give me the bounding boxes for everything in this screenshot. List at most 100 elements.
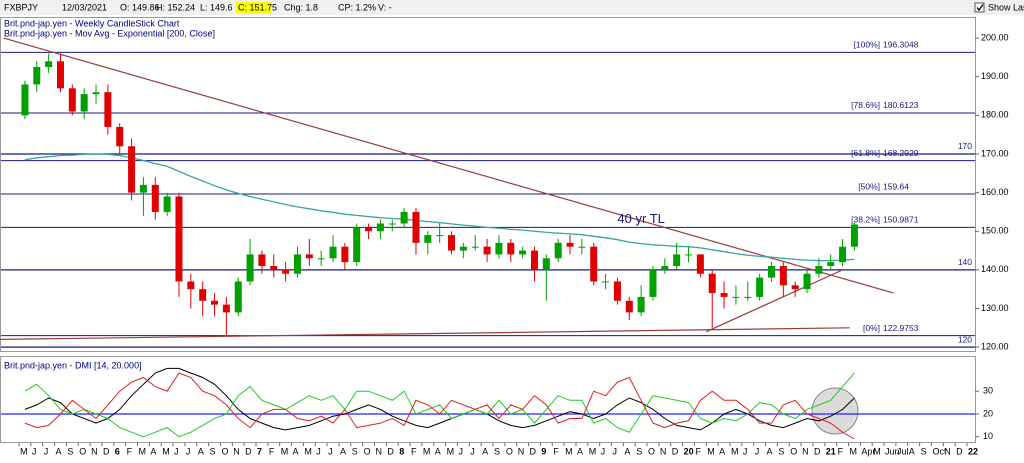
fib-value: 122.9753 bbox=[883, 323, 919, 333]
x-tick-label: M bbox=[162, 446, 170, 456]
x-tick-label: F bbox=[695, 446, 701, 456]
y-tick-label: 180.00 bbox=[981, 110, 1009, 120]
candle-body bbox=[400, 211, 408, 224]
x-tick-label: M bbox=[707, 446, 715, 456]
x-tick-label: D bbox=[245, 446, 252, 456]
candle-body bbox=[459, 246, 467, 251]
candle-body bbox=[234, 281, 242, 313]
candle-body bbox=[803, 273, 811, 290]
candle-body bbox=[554, 242, 562, 259]
fib-name: [50%] bbox=[858, 181, 880, 191]
candle-body bbox=[412, 211, 420, 243]
x-tick-label: O bbox=[364, 446, 371, 456]
candle-body bbox=[128, 146, 136, 193]
x-tick-label: Jul bbox=[897, 446, 909, 456]
x-tick-label: F bbox=[269, 446, 275, 456]
x-tick-label: O bbox=[648, 446, 655, 456]
x-tick-label: F bbox=[411, 446, 417, 456]
x-tick-label: M bbox=[873, 446, 881, 456]
h-line-label: 120 bbox=[958, 334, 972, 344]
y-tick-label: 140.00 bbox=[981, 264, 1009, 274]
x-tick-label: A bbox=[719, 446, 725, 456]
x-tick-label: J bbox=[328, 446, 333, 456]
candle-body bbox=[530, 250, 538, 270]
x-tick-label: 20 bbox=[684, 446, 694, 456]
x-tick-label: A bbox=[198, 446, 204, 456]
x-tick-label: A bbox=[150, 446, 156, 456]
ema-legend: Brit.pnd-jap.yen - Mov Avg - Exponential… bbox=[4, 28, 215, 38]
candle-body bbox=[732, 296, 740, 298]
candle-body bbox=[448, 235, 456, 251]
x-tick-label: M bbox=[850, 446, 858, 456]
h-line-label: 140 bbox=[958, 257, 972, 267]
x-tick-label: S bbox=[352, 446, 358, 456]
fib-value: 150.9871 bbox=[883, 215, 919, 225]
x-tick-label: M bbox=[281, 446, 289, 456]
candle-body bbox=[708, 273, 716, 294]
trendline bbox=[3, 37, 894, 294]
candle-body bbox=[578, 246, 586, 248]
fib-name: [78.6%] bbox=[851, 100, 880, 110]
x-tick-label: S bbox=[67, 446, 73, 456]
x-tick-label: S bbox=[494, 446, 500, 456]
show-last-checkbox[interactable] bbox=[974, 2, 985, 13]
x-tick-label: A bbox=[340, 446, 346, 456]
candle-body bbox=[163, 196, 171, 212]
x-tick-label: J bbox=[44, 446, 49, 456]
y-tick-label: 150.00 bbox=[981, 226, 1009, 236]
x-tick-label: J bbox=[458, 446, 463, 456]
checkmark bbox=[976, 4, 984, 12]
candle-body bbox=[436, 235, 444, 237]
candle-body bbox=[68, 88, 76, 112]
candle-body bbox=[779, 266, 787, 286]
candle-body bbox=[305, 254, 313, 259]
y-tick-label: 190.00 bbox=[981, 71, 1009, 81]
price-frame bbox=[0, 17, 976, 352]
candle-body bbox=[388, 223, 396, 225]
dmi-frame bbox=[0, 356, 976, 443]
candle-body bbox=[483, 246, 491, 255]
trendline bbox=[0, 327, 850, 341]
x-tick-label: J bbox=[470, 446, 475, 456]
x-tick-label: A bbox=[909, 446, 915, 456]
x-tick-label: Oct bbox=[932, 446, 947, 456]
candle-body bbox=[329, 246, 337, 259]
candle-body bbox=[376, 223, 384, 232]
x-tick-label: S bbox=[921, 446, 927, 456]
candle-body bbox=[211, 300, 219, 305]
x-tick-label: D bbox=[672, 446, 679, 456]
x-tick-label: M bbox=[565, 446, 573, 456]
candle-body bbox=[199, 289, 207, 301]
x-tick-label: A bbox=[577, 446, 583, 456]
x-tick-label: M bbox=[731, 446, 739, 456]
candle-body bbox=[519, 250, 527, 255]
x-tick-label: J bbox=[613, 446, 618, 456]
fib-name: [61.8%] bbox=[851, 148, 880, 158]
x-tick-label: Jun bbox=[885, 446, 900, 456]
h-line-label: 170 bbox=[958, 141, 972, 151]
candle-body bbox=[45, 61, 53, 68]
x-tick-label: N bbox=[660, 446, 667, 456]
x-tick-label: F bbox=[838, 446, 844, 456]
x-tick-label: S bbox=[636, 446, 642, 456]
candle-body bbox=[649, 269, 657, 297]
x-tick-label: 22 bbox=[968, 446, 978, 456]
annotation: 40 yr TL bbox=[617, 211, 664, 226]
dmi-legend: Brit.pnd-jap.yen - DMI [14, 20.000] bbox=[4, 360, 142, 370]
x-tick-label: N bbox=[802, 446, 809, 456]
x-tick-label: M bbox=[20, 446, 28, 456]
fib-value: 159.64 bbox=[883, 181, 909, 191]
x-tick-label: A bbox=[482, 446, 488, 456]
show-last-label[interactable]: Show Last bbox=[988, 2, 1024, 12]
y-tick-label: 170.00 bbox=[981, 148, 1009, 158]
x-tick-label: M bbox=[139, 446, 147, 456]
x-tick-label: M bbox=[423, 446, 431, 456]
candle-body bbox=[673, 254, 681, 267]
x-tick-label: D bbox=[103, 446, 110, 456]
x-tick-label: O bbox=[506, 446, 513, 456]
low: L: 149.6 bbox=[200, 2, 233, 12]
x-tick-label: M bbox=[304, 446, 312, 456]
candle-body bbox=[602, 281, 610, 283]
x-tick-label: S bbox=[210, 446, 216, 456]
